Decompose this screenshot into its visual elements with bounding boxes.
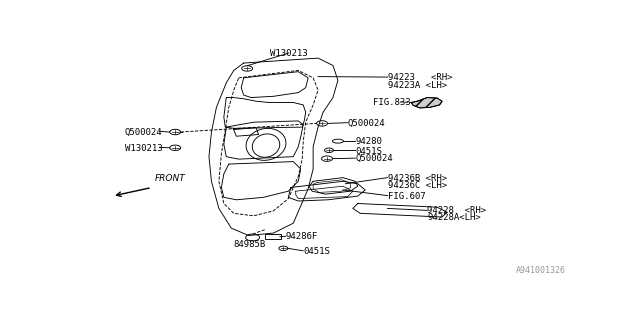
Text: 0451S: 0451S — [303, 247, 330, 256]
Text: 84985B: 84985B — [234, 240, 266, 249]
Text: Q500024: Q500024 — [125, 128, 163, 137]
Text: 94236B <RH>: 94236B <RH> — [388, 174, 447, 183]
Text: 94223A <LH>: 94223A <LH> — [388, 81, 447, 90]
Text: A941001326: A941001326 — [516, 267, 566, 276]
Text: 0451S: 0451S — [355, 147, 382, 156]
Text: 94236C <LH>: 94236C <LH> — [388, 181, 447, 190]
Text: 94280: 94280 — [355, 137, 382, 146]
Text: 94286F: 94286F — [286, 232, 318, 241]
Text: Q500024: Q500024 — [355, 154, 393, 163]
Text: FIG.833: FIG.833 — [372, 98, 410, 107]
Text: Q500024: Q500024 — [348, 119, 385, 128]
Text: W130213: W130213 — [125, 144, 163, 153]
Text: 94228  <RH>: 94228 <RH> — [428, 206, 486, 215]
Text: 94228A<LH>: 94228A<LH> — [428, 213, 481, 222]
Text: W130213: W130213 — [269, 49, 307, 58]
Text: FIG.607: FIG.607 — [388, 192, 425, 201]
Polygon shape — [412, 98, 442, 108]
Text: FRONT: FRONT — [154, 173, 185, 182]
Text: 94223   <RH>: 94223 <RH> — [388, 73, 452, 82]
